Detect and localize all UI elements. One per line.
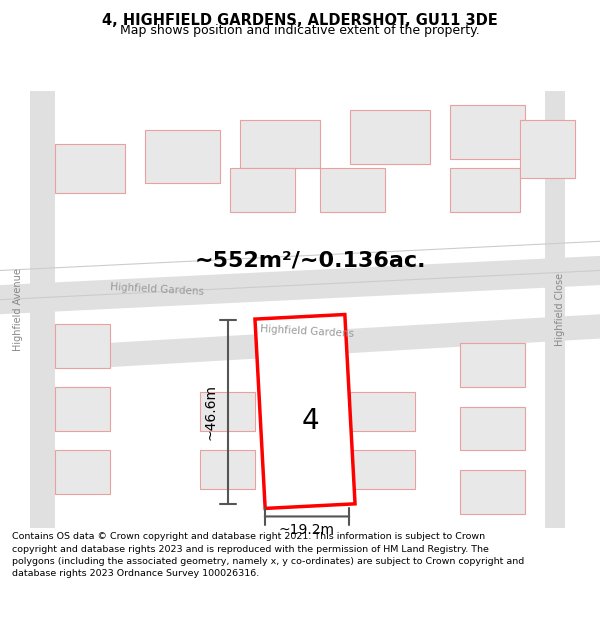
Text: Highfield Avenue: Highfield Avenue: [13, 268, 23, 351]
Polygon shape: [0, 256, 600, 314]
Bar: [30, 91, 55, 528]
Bar: [460, 407, 525, 451]
Polygon shape: [100, 314, 600, 368]
Bar: [350, 451, 415, 489]
Text: Contains OS data © Crown copyright and database right 2021. This information is : Contains OS data © Crown copyright and d…: [12, 532, 524, 579]
Text: 4: 4: [301, 407, 319, 435]
Bar: [320, 168, 385, 212]
Bar: [350, 392, 415, 431]
Text: ~19.2m: ~19.2m: [279, 523, 335, 537]
Text: ~552m²/~0.136ac.: ~552m²/~0.136ac.: [194, 251, 426, 271]
Bar: [240, 120, 320, 168]
Bar: [145, 129, 220, 183]
Bar: [450, 168, 520, 212]
Bar: [200, 451, 255, 489]
Text: Highfield Close: Highfield Close: [555, 272, 565, 346]
Bar: [55, 451, 110, 494]
Text: Highfield Gardens: Highfield Gardens: [110, 282, 204, 298]
Bar: [200, 392, 255, 431]
Text: 4, HIGHFIELD GARDENS, ALDERSHOT, GU11 3DE: 4, HIGHFIELD GARDENS, ALDERSHOT, GU11 3D…: [102, 13, 498, 28]
Bar: [450, 105, 525, 159]
Bar: [520, 120, 575, 178]
Bar: [55, 144, 125, 192]
Text: Map shows position and indicative extent of the property.: Map shows position and indicative extent…: [120, 24, 480, 36]
Bar: [55, 324, 110, 368]
Bar: [460, 343, 525, 387]
Bar: [545, 91, 565, 528]
Bar: [350, 110, 430, 164]
Text: Highfield Gardens: Highfield Gardens: [260, 324, 354, 339]
Bar: [255, 314, 355, 508]
Bar: [230, 168, 295, 212]
Text: ~46.6m: ~46.6m: [203, 384, 217, 440]
Bar: [460, 470, 525, 514]
Bar: [55, 387, 110, 431]
